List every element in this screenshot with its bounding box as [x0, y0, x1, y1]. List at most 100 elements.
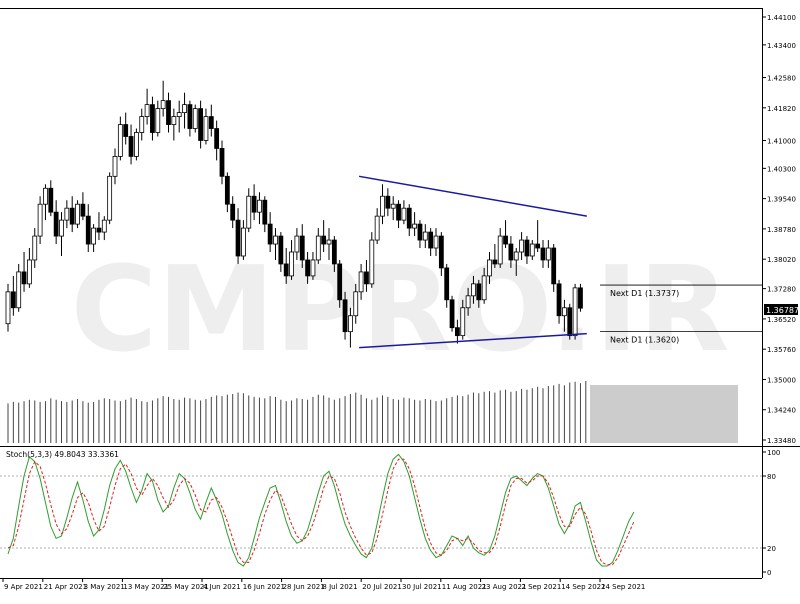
candle [556, 279, 562, 324]
next-level-label: Next D1 (1.3737) [610, 289, 679, 298]
watermark: CMPRO.IR [71, 240, 730, 378]
candle [545, 240, 551, 268]
price-tick-label: 1.39540 [767, 196, 796, 204]
candle [10, 275, 16, 316]
time-tick-label: 3 May 2021 [84, 583, 125, 591]
candle [503, 220, 508, 249]
candle [492, 244, 498, 268]
candle [160, 80, 166, 117]
candle [278, 232, 284, 272]
candle [267, 212, 273, 252]
candle [283, 248, 289, 284]
candle [235, 208, 241, 264]
candle [540, 240, 546, 268]
candles [5, 80, 583, 348]
time-tick-label: 4 Jun 2021 [203, 583, 241, 591]
candle [476, 279, 482, 308]
candle [176, 100, 182, 133]
candle [240, 220, 246, 260]
candle [133, 128, 139, 161]
candle [519, 232, 524, 260]
candle [144, 88, 150, 125]
candle [91, 224, 96, 252]
candle [230, 196, 236, 229]
candle [572, 283, 578, 340]
candle [508, 236, 514, 268]
candle [438, 232, 444, 276]
candle [80, 192, 86, 221]
stochastic-tick-label: 0 [767, 569, 771, 577]
candle [150, 96, 155, 141]
candle [101, 216, 107, 241]
candle [385, 188, 391, 217]
candle [321, 220, 327, 252]
candle [32, 228, 38, 268]
candle [449, 295, 455, 332]
candle [262, 196, 268, 233]
stochastic-levels: 100 80 20 0 [0, 449, 780, 577]
stochastic-tick-label: 100 [767, 449, 780, 457]
price-tick-label: 1.38780 [767, 226, 796, 234]
candle [331, 236, 337, 272]
candle [433, 228, 439, 256]
candle [117, 116, 123, 161]
candle [294, 228, 300, 260]
candle [53, 200, 59, 245]
time-tick-label: 8 Jul 2021 [322, 583, 357, 591]
price-tick-label: 1.43400 [767, 42, 796, 50]
candle [75, 200, 80, 229]
candle [224, 172, 230, 213]
price-tick-label: 1.35760 [767, 346, 796, 354]
candle [326, 228, 332, 260]
candle [85, 204, 91, 252]
candle [364, 259, 369, 292]
time-tick-label: 9 Apr 2021 [4, 583, 43, 591]
candle [123, 112, 129, 145]
volume-future-area [590, 385, 738, 443]
price-tick-label: 1.34240 [767, 407, 796, 415]
time-tick-label: 23 Aug 2021 [482, 583, 527, 591]
candle [214, 120, 220, 161]
price-tick-label: 1.41000 [767, 137, 796, 145]
time-tick-label: 25 May 2021 [163, 583, 209, 591]
candle [112, 148, 118, 185]
candle [139, 108, 145, 141]
time-tick-label: 16 Jun 2021 [243, 583, 285, 591]
candle [337, 259, 343, 308]
candle [16, 263, 22, 312]
candle [289, 240, 294, 280]
candle [353, 283, 359, 324]
candle [535, 220, 541, 252]
candle [128, 124, 134, 165]
stochastic-tick-label: 20 [767, 545, 776, 553]
candle [342, 291, 348, 340]
candle [21, 252, 27, 292]
price-tick-label: 1.33480 [767, 437, 796, 445]
candle [273, 228, 278, 260]
candle [444, 263, 450, 308]
candle [471, 275, 476, 304]
candle [26, 248, 32, 288]
volume-bars [7, 381, 592, 443]
candle [5, 283, 11, 332]
candle [310, 252, 316, 280]
candle [107, 172, 113, 225]
candle [481, 267, 487, 304]
candle [315, 228, 321, 264]
candle [396, 200, 401, 229]
stochastic-lines [7, 453, 635, 567]
price-tick-label: 1.44100 [767, 14, 796, 22]
candle [192, 104, 198, 133]
time-tick-label: 24 Sep 2021 [601, 583, 645, 591]
candle [551, 244, 557, 292]
candle [203, 108, 209, 145]
candle [454, 319, 460, 344]
candle [347, 307, 353, 348]
candle [524, 236, 530, 264]
candle [208, 104, 214, 137]
price-tick-label: 1.41820 [767, 105, 796, 113]
next-levels: Next D1 (1.3737) Next D1 (1.3620) [600, 284, 762, 345]
candle [187, 100, 193, 137]
